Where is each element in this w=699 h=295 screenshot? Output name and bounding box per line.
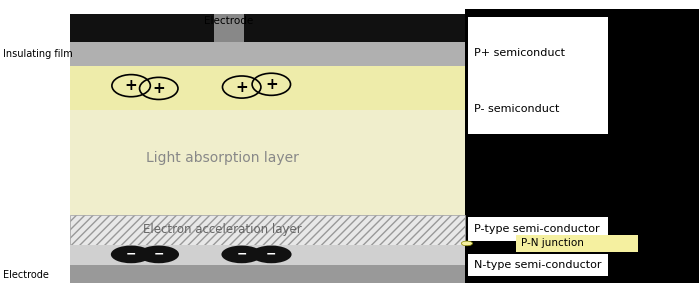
Text: +: + xyxy=(124,78,138,93)
Text: −: − xyxy=(266,248,277,261)
Bar xyxy=(70,215,465,245)
Text: N-type semi­conductor: N-type semi­conductor xyxy=(474,260,601,270)
Bar xyxy=(468,254,608,276)
Bar xyxy=(214,14,244,42)
Text: Insulating film: Insulating film xyxy=(3,49,73,59)
Bar xyxy=(70,14,465,42)
Text: P- semiconduct: P- semiconduct xyxy=(474,104,559,114)
Circle shape xyxy=(461,241,473,246)
Text: P+ semiconduct: P+ semiconduct xyxy=(474,48,565,58)
Bar xyxy=(468,17,608,134)
Text: Electrode: Electrode xyxy=(3,270,50,280)
Bar xyxy=(70,110,465,215)
Ellipse shape xyxy=(251,245,291,263)
Text: −: − xyxy=(236,248,247,261)
Text: Light absorption layer: Light absorption layer xyxy=(145,151,298,165)
Bar xyxy=(70,245,465,266)
Bar xyxy=(70,66,465,110)
Bar xyxy=(468,217,608,241)
Text: Electron acceleration layer: Electron acceleration layer xyxy=(143,223,301,236)
Ellipse shape xyxy=(111,245,152,263)
Text: +: + xyxy=(265,77,278,92)
Text: +: + xyxy=(236,80,248,94)
Text: −: − xyxy=(126,248,136,261)
Bar xyxy=(70,266,465,283)
Bar xyxy=(465,9,699,283)
Ellipse shape xyxy=(138,245,179,263)
Text: P-type semi­conductor: P-type semi­conductor xyxy=(474,224,600,234)
Text: Electrode: Electrode xyxy=(204,16,253,26)
Bar xyxy=(516,235,638,252)
Text: +: + xyxy=(152,81,165,96)
Text: P-N junction: P-N junction xyxy=(521,238,584,248)
Ellipse shape xyxy=(222,245,262,263)
Bar xyxy=(70,42,465,66)
Text: −: − xyxy=(154,248,164,261)
